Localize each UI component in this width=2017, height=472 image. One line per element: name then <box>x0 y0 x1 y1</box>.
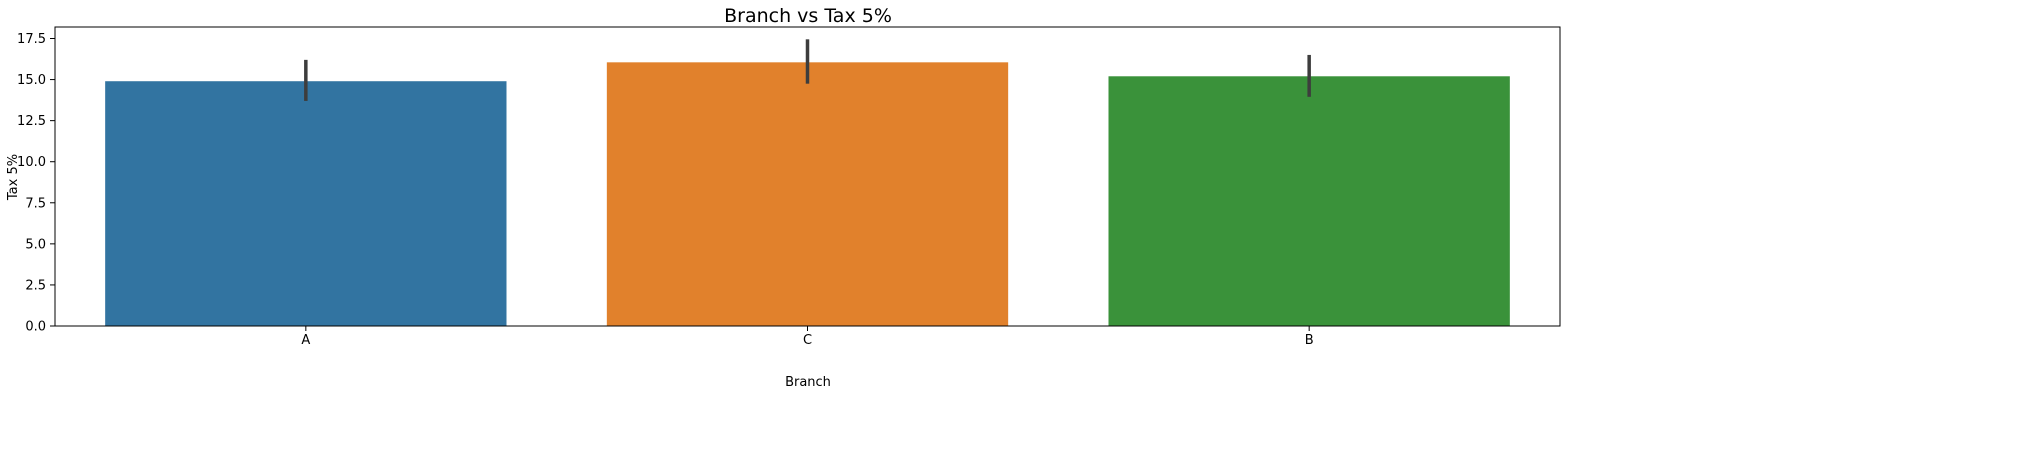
y-axis-label: Tax 5% <box>6 154 21 201</box>
y-tick-label: 5.0 <box>25 237 46 252</box>
y-tick-label: 10.0 <box>17 155 46 170</box>
axes-group: A C B 0.0 2.5 5.0 7.5 10.0 12.5 15.0 17.5 <box>17 26 1561 348</box>
bars-group <box>105 62 1510 327</box>
y-tick-label: 2.5 <box>25 278 46 293</box>
y-tick-label: 12.5 <box>17 114 46 129</box>
y-tick-label: 15.0 <box>17 73 46 88</box>
error-bars-group <box>304 39 1311 101</box>
y-tick-label: 0.0 <box>25 320 46 335</box>
chart-title: Branch vs Tax 5% <box>724 5 892 27</box>
bar-C <box>606 62 1009 326</box>
y-tick-label: 7.5 <box>25 196 46 211</box>
x-axis-label: Branch <box>785 375 831 390</box>
plot-frame <box>54 26 1561 327</box>
bar-B <box>1108 76 1510 327</box>
x-tick-label: A <box>301 333 310 348</box>
y-tick-label: 17.5 <box>17 32 46 47</box>
x-tick-label: C <box>803 333 812 348</box>
x-tick-label: B <box>1305 333 1314 348</box>
bar-A <box>105 81 507 326</box>
